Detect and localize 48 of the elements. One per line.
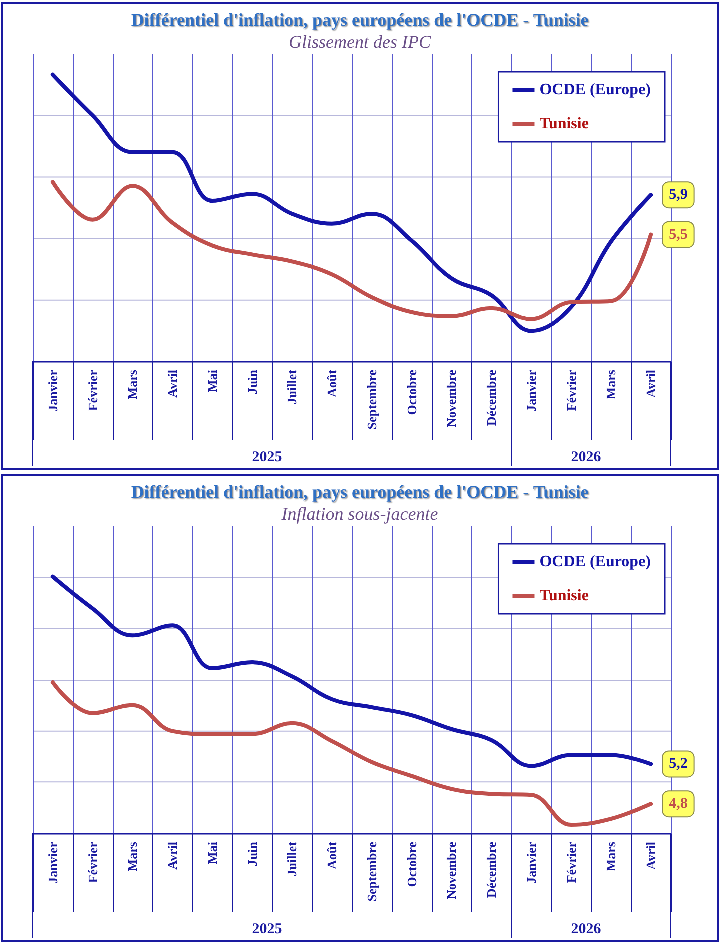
x-tick-label: Décembre — [484, 370, 500, 426]
chart-title: Différentiel d'inflation, pays européens de l'OCDE - Tunisie — [131, 10, 589, 30]
text: 2025 — [252, 922, 282, 938]
x-tick-label: Avril — [644, 842, 659, 870]
data-label: 5,5 — [669, 226, 688, 243]
data-label: 5,2 — [669, 756, 688, 772]
x-tick-label: Novembre — [444, 370, 460, 428]
text: 2025 — [252, 450, 282, 466]
x-tick-label: Mars — [125, 370, 140, 400]
x-tick-label: Juillet — [284, 841, 300, 877]
x-tick-label: Janvier — [524, 370, 539, 412]
x-tick-label: Novembre — [444, 842, 460, 900]
legend-label: OCDE (Europe) — [540, 554, 651, 570]
x-tick-label: Septembre — [364, 842, 380, 902]
x-tick-label: Avril — [165, 842, 180, 870]
x-tick-label: Juillet — [284, 369, 300, 405]
data-label: 5,9 — [669, 187, 688, 204]
chart-title: Différentiel d'inflation, pays européens de l'OCDE - Tunisie — [131, 482, 589, 502]
x-tick-label: Octobre — [404, 842, 420, 888]
x-tick-label: Février — [85, 842, 100, 884]
text: 2026 — [571, 922, 602, 938]
legend-label: OCDE (Europe) — [540, 82, 651, 98]
x-tick-label: Février — [564, 370, 579, 412]
x-tick-label: Janvier — [45, 370, 60, 412]
data-label: 4,8 — [669, 796, 688, 812]
x-tick-label: Avril — [165, 370, 180, 398]
text: 2026 — [571, 450, 602, 466]
x-tick-label: Décembre — [484, 842, 500, 898]
x-tick-label: Septembre — [364, 370, 380, 430]
x-tick-label: Juin — [244, 841, 260, 867]
legend-label: Tunisie — [540, 588, 589, 604]
x-tick-label: Mars — [125, 842, 140, 872]
legend-label: Tunisie — [540, 116, 589, 132]
x-tick-label: Juin — [244, 369, 260, 395]
x-tick-label: Août — [324, 369, 340, 398]
x-tick-label: Février — [564, 842, 579, 884]
x-tick-label: Avril — [644, 370, 659, 398]
x-tick-label: Mars — [604, 370, 619, 400]
x-tick-label: Février — [85, 370, 100, 412]
chart-subtitle: Glissement des IPC — [289, 32, 432, 52]
x-tick-label: Octobre — [404, 370, 420, 416]
x-tick-label: Mars — [604, 842, 619, 872]
x-tick-label: Mai — [204, 842, 220, 864]
x-tick-label: Janvier — [45, 842, 60, 884]
x-tick-label: Mai — [204, 370, 220, 392]
chart-subtitle: Inflation sous-jacente — [280, 504, 438, 524]
x-tick-label: Août — [324, 841, 340, 870]
x-tick-label: Janvier — [524, 842, 539, 884]
